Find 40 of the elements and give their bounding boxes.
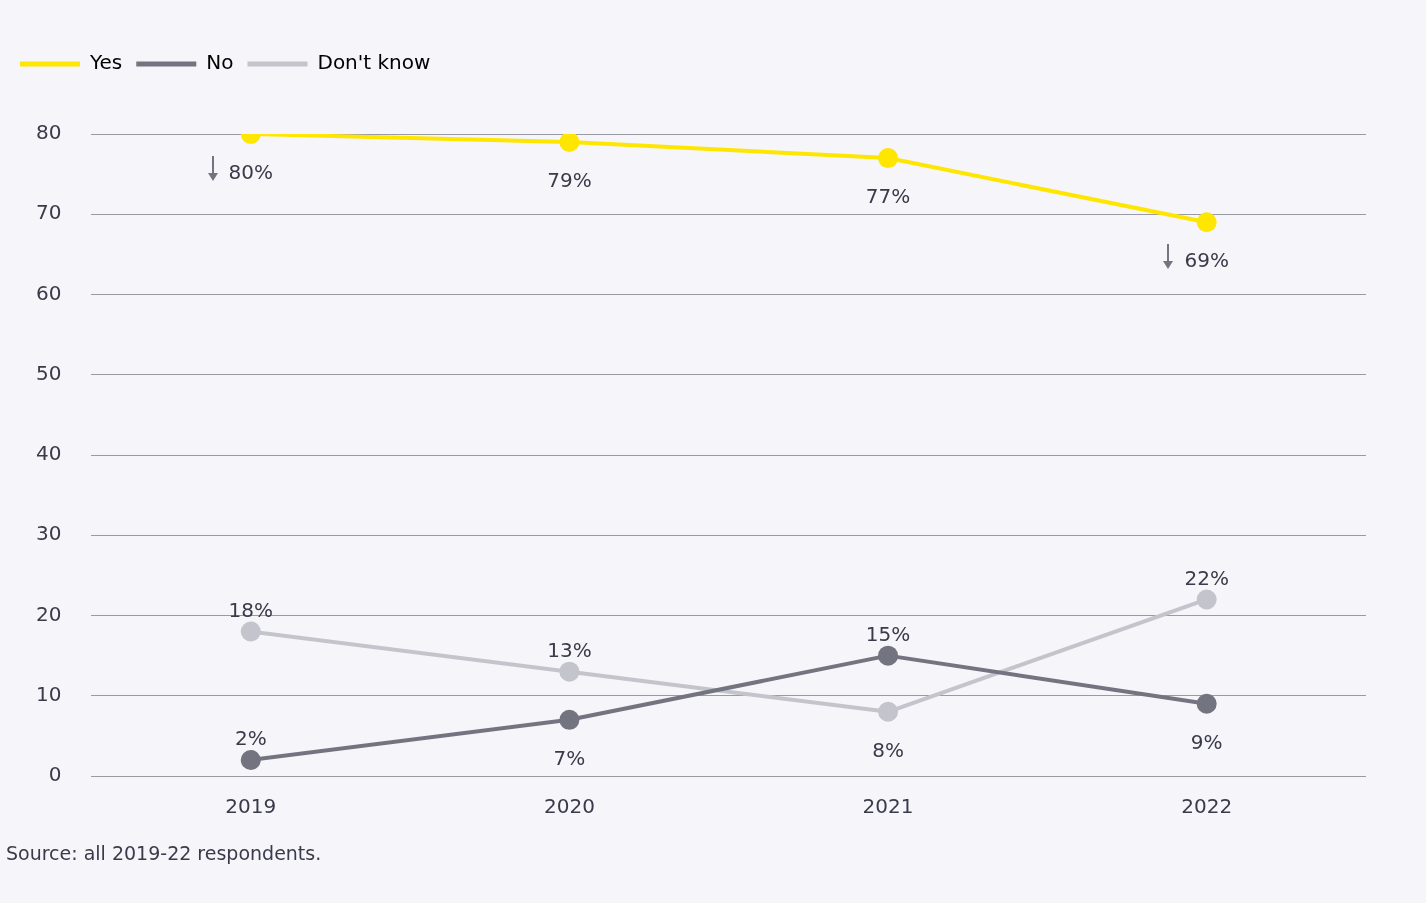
y-tick-label: 50: [36, 360, 62, 385]
point: [878, 645, 899, 666]
y-tick-label: 20: [36, 601, 62, 626]
data-label: 77%: [865, 184, 911, 209]
y-tick-label: 70: [36, 200, 62, 225]
point: [1196, 693, 1217, 714]
data-label: 80%: [228, 160, 273, 185]
data-label: 69%: [1184, 248, 1229, 273]
point: [240, 749, 261, 770]
point: [240, 621, 261, 642]
data-label: 13%: [547, 637, 592, 662]
legend-label: Yes: [89, 50, 123, 75]
point: [559, 709, 580, 730]
point: [878, 701, 899, 722]
point: [559, 661, 580, 682]
data-label: 8%: [872, 738, 904, 762]
legend-label: No: [206, 50, 234, 75]
x-tick-label: 2019: [225, 794, 277, 819]
source-note: Source: all 2019-22 respondents.: [6, 842, 322, 864]
y-tick-label: 60: [36, 280, 62, 305]
y-tick-label: 10: [36, 681, 62, 706]
x-tick-label: 2021: [862, 794, 914, 819]
point: [878, 148, 899, 169]
data-label: 18%: [228, 597, 273, 622]
point: [1196, 589, 1217, 610]
data-label: 7%: [553, 746, 586, 771]
data-label: 9%: [1190, 729, 1223, 754]
point: [559, 134, 580, 153]
y-tick-label: 80: [36, 120, 62, 145]
data-label: 79%: [547, 168, 592, 193]
x-tick-label: 2020: [543, 794, 595, 819]
y-tick-label: 40: [36, 441, 62, 466]
data-label: 22%: [1184, 565, 1229, 590]
point: [1196, 212, 1217, 233]
x-tick-label: 2022: [1181, 794, 1233, 819]
legend-label: Don't know: [317, 50, 431, 75]
y-tick-label: 0: [48, 762, 62, 787]
data-label: 2%: [234, 726, 267, 751]
data-label: 15%: [865, 621, 911, 646]
y-tick-label: 30: [36, 521, 62, 546]
